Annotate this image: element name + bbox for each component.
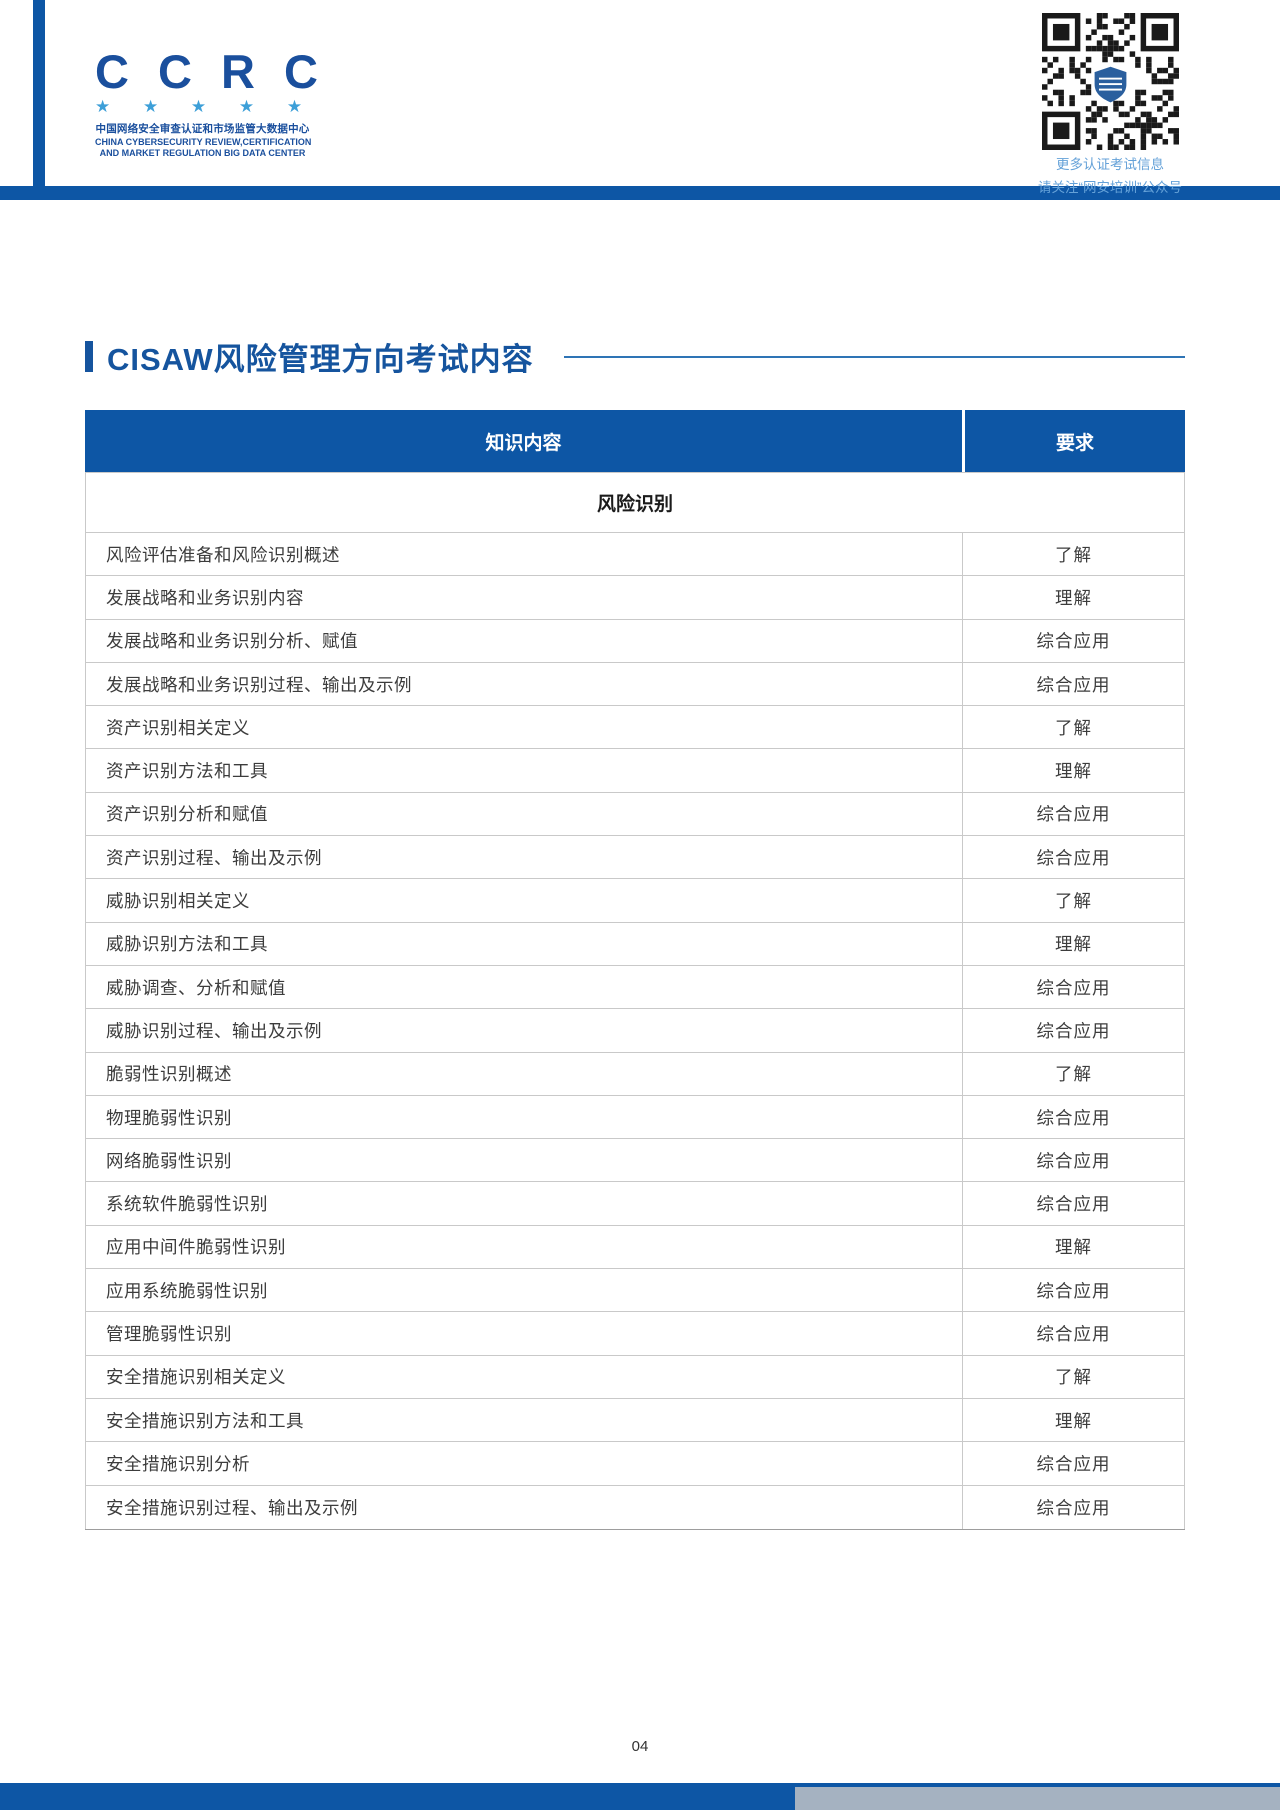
row-knowledge-cell: 管理脆弱性识别 (86, 1312, 963, 1355)
row-knowledge-cell: 安全措施识别相关定义 (86, 1355, 963, 1398)
row-requirement-cell: 综合应用 (1036, 1280, 1111, 1301)
row-knowledge-cell: 安全措施识别方法和工具 (86, 1398, 963, 1442)
table-row: 应用中间件脆弱性识别 理解 (85, 1225, 1185, 1270)
table-row: 管理脆弱性识别 综合应用 (85, 1312, 1185, 1356)
row-knowledge-cell: 威胁识别方法和工具 (86, 922, 963, 965)
row-requirement-cell: 综合应用 (1036, 1323, 1111, 1344)
row-requirement-cell: 了解 (1055, 544, 1092, 565)
table-row: 资产识别相关定义 了解 (85, 706, 1185, 750)
table-row: 资产识别过程、输出及示例 综合应用 (85, 836, 1185, 880)
row-requirement-cell: 理解 (1055, 934, 1092, 955)
row-requirement-cell: 理解 (1055, 1410, 1092, 1431)
row-knowledge-cell: 安全措施识别过程、输出及示例 (86, 1485, 963, 1529)
table-row: 脆弱性识别概述 了解 (85, 1052, 1185, 1096)
table-row: 威胁识别过程、输出及示例 综合应用 (85, 1009, 1185, 1053)
row-knowledge-cell: 应用系统脆弱性识别 (86, 1269, 963, 1312)
row-requirement-cell: 理解 (1055, 761, 1092, 782)
row-knowledge-cell: 系统软件脆弱性识别 (86, 1182, 963, 1225)
row-requirement-cell: 了解 (1055, 1064, 1092, 1085)
row-knowledge-cell: 资产识别分析和赋值 (86, 792, 963, 836)
table-row: 发展战略和业务识别过程、输出及示例 综合应用 (85, 662, 1185, 707)
row-requirement-cell: 综合应用 (1036, 1150, 1111, 1171)
table-row: 安全措施识别过程、输出及示例 综合应用 (85, 1485, 1185, 1529)
row-requirement-cell: 综合应用 (1036, 674, 1111, 695)
table-row: 发展战略和业务识别内容 理解 (85, 576, 1185, 620)
table-row: 风险评估准备和风险识别概述 了解 (85, 533, 1185, 577)
row-knowledge-cell: 威胁识别相关定义 (86, 879, 963, 922)
table-row: 安全措施识别相关定义 了解 (85, 1355, 1185, 1399)
row-requirement-cell: 综合应用 (1036, 847, 1111, 868)
table-row: 资产识别分析和赋值 综合应用 (85, 792, 1185, 837)
row-requirement-cell: 综合应用 (1036, 1107, 1111, 1128)
row-requirement-cell: 了解 (1055, 717, 1092, 738)
table-body: 风险评估准备和风险识别概述 了解 发展战略和业务识别内容 理解 发展战略和业务识别分析、… (85, 533, 1185, 1530)
logo-name-chinese: 中国网络安全审查认证和市场监管大数据中心 (95, 123, 310, 135)
row-knowledge-cell: 物理脆弱性识别 (86, 1095, 963, 1139)
section-title-row: CISAW风险管理方向考试内容 (85, 334, 1185, 379)
table-row: 发展战略和业务识别分析、赋值 综合应用 (85, 619, 1185, 663)
row-requirement-cell: 综合应用 (1036, 1453, 1111, 1474)
row-requirement-cell: 了解 (1055, 1367, 1092, 1388)
table-row: 安全措施识别分析 综合应用 (85, 1442, 1185, 1486)
row-knowledge-cell: 脆弱性识别概述 (86, 1052, 963, 1095)
row-knowledge-cell: 威胁识别过程、输出及示例 (86, 1009, 963, 1052)
table-row: 威胁调查、分析和赋值 综合应用 (85, 965, 1185, 1010)
column-header-knowledge: 知识内容 (85, 410, 962, 472)
row-knowledge-cell: 发展战略和业务识别分析、赋值 (86, 619, 963, 662)
table-row: 威胁识别相关定义 了解 (85, 879, 1185, 923)
title-rule-line (563, 355, 1185, 358)
row-requirement-cell: 综合应用 (1036, 1020, 1111, 1041)
table-row: 安全措施识别方法和工具 理解 (85, 1398, 1185, 1443)
row-requirement-cell: 综合应用 (1036, 1194, 1111, 1215)
table-row: 应用系统脆弱性识别 综合应用 (85, 1269, 1185, 1313)
logo-acronym: C C R C (95, 45, 326, 98)
row-knowledge-cell: 网络脆弱性识别 (86, 1139, 963, 1182)
header-divider-band (0, 186, 1280, 200)
page-title: CISAW风险管理方向考试内容 (107, 342, 534, 377)
table-row: 系统软件脆弱性识别 综合应用 (85, 1182, 1185, 1226)
row-requirement-cell: 综合应用 (1036, 804, 1111, 825)
row-knowledge-cell: 威胁调查、分析和赋值 (86, 965, 963, 1009)
table-row: 物理脆弱性识别 综合应用 (85, 1095, 1185, 1140)
ccrc-logo: C C R C ★ ★ ★ ★ ★ 中国网络安全审查认证和市场监管大数据中心 C… (95, 45, 326, 158)
logo-stars-icon: ★ ★ ★ ★ ★ (95, 97, 317, 116)
logo-name-english-line2: AND MARKET REGULATION BIG DATA CENTER (99, 148, 306, 158)
row-requirement-cell: 综合应用 (1036, 1497, 1111, 1518)
title-accent-bar-icon (85, 341, 93, 372)
row-knowledge-cell: 风险评估准备和风险识别概述 (86, 533, 963, 576)
qr-code-block: 更多认证考试信息 请关注“网安培训”公众号 (1030, 13, 1190, 196)
row-knowledge-cell: 资产识别方法和工具 (86, 749, 963, 792)
watermark-block (795, 1787, 1280, 1810)
row-knowledge-cell: 发展战略和业务识别内容 (86, 576, 963, 619)
exam-content-table: 知识内容 要求 风险识别 风险评估准备和风险识别概述 了解 发展战略和业务识别内容理… (85, 410, 1185, 1530)
row-knowledge-cell: 应用中间件脆弱性识别 (86, 1225, 963, 1269)
row-knowledge-cell: 安全措施识别分析 (86, 1442, 963, 1485)
row-knowledge-cell: 发展战略和业务识别过程、输出及示例 (86, 662, 963, 706)
row-requirement-cell: 综合应用 (1036, 977, 1111, 998)
table-row: 网络脆弱性识别 综合应用 (85, 1139, 1185, 1183)
row-knowledge-cell: 资产识别相关定义 (86, 706, 963, 749)
logo-name-english-line1: CHINA CYBERSECURITY REVIEW,CERTIFICATION (95, 137, 312, 147)
table-group-header: 风险识别 (85, 472, 1185, 533)
page-number: 04 (631, 1738, 649, 1755)
row-requirement-cell: 了解 (1055, 891, 1092, 912)
footer-bar (0, 1783, 1280, 1810)
table-header-row: 知识内容 要求 (85, 410, 1185, 472)
qr-caption-line1: 更多认证考试信息 (1056, 157, 1164, 172)
row-requirement-cell: 综合应用 (1036, 631, 1111, 652)
left-accent-bar (33, 0, 45, 198)
qr-caption-line2: 请关注“网安培训”公众号 (1038, 180, 1182, 195)
qr-code-image (1041, 13, 1179, 150)
table-row: 威胁识别方法和工具 理解 (85, 922, 1185, 966)
row-requirement-cell: 理解 (1055, 587, 1092, 608)
row-requirement-cell: 理解 (1055, 1237, 1092, 1258)
table-row: 资产识别方法和工具 理解 (85, 749, 1185, 793)
column-header-requirement: 要求 (965, 410, 1185, 472)
row-knowledge-cell: 资产识别过程、输出及示例 (86, 836, 963, 879)
